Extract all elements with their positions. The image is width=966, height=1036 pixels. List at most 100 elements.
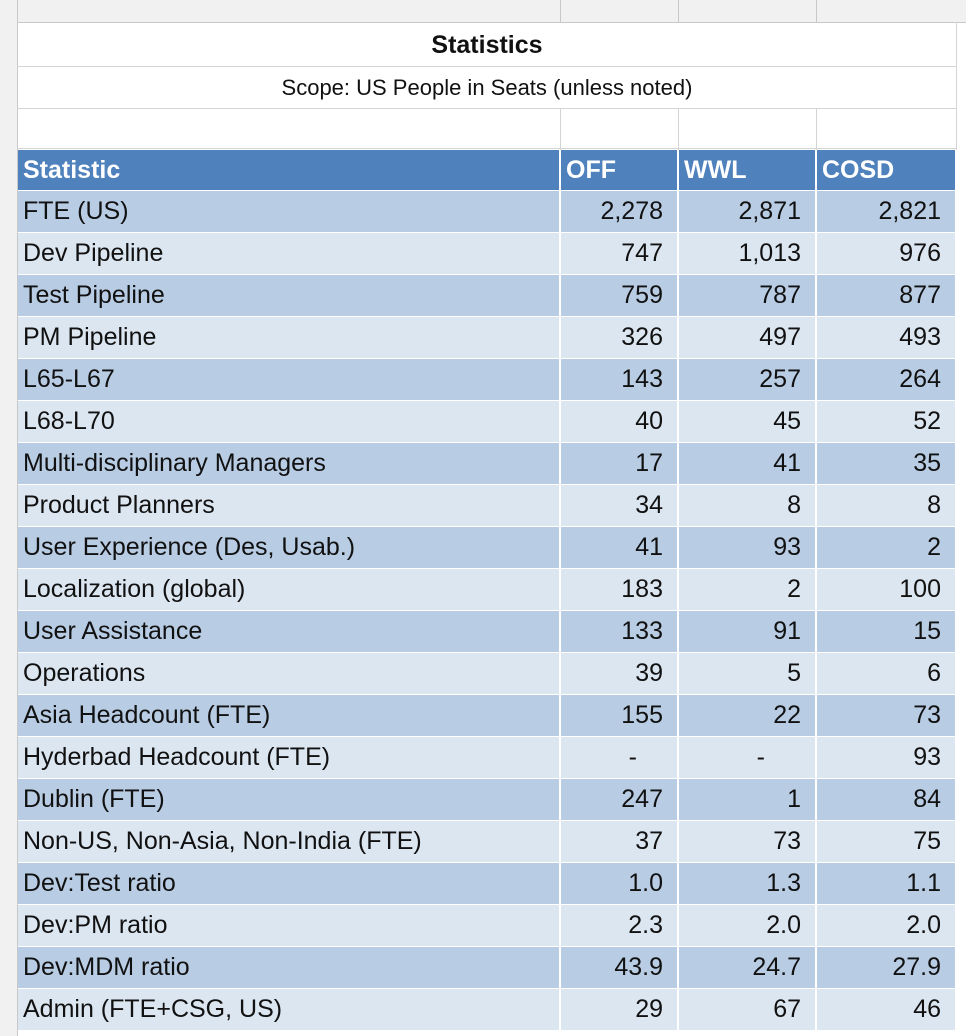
cell-wwl[interactable]: 497 (678, 316, 817, 359)
cell-cosd[interactable]: 2.0 (816, 904, 957, 947)
cell-wwl[interactable]: 2,871 (678, 190, 817, 233)
cell-statistic[interactable]: FTE (US) (18, 190, 561, 233)
cell-cosd[interactable]: 6 (816, 652, 957, 695)
cell-statistic[interactable]: Multi-disciplinary Managers (18, 442, 561, 485)
cell-cosd[interactable]: 877 (816, 274, 957, 317)
cell-off[interactable]: 247 (560, 778, 679, 821)
cell-off[interactable]: 155 (560, 694, 679, 737)
cell-off[interactable]: 143 (560, 358, 679, 401)
cell-statistic[interactable]: Dublin (FTE) (18, 778, 561, 821)
cell-wwl[interactable]: 1 (678, 778, 817, 821)
table-row: L65-L67 143 257 264 (18, 358, 957, 401)
cell-statistic[interactable]: Dev:PM ratio (18, 904, 561, 947)
cell-cosd[interactable]: 93 (816, 736, 957, 779)
cell-wwl[interactable]: 91 (678, 610, 817, 653)
cell-off[interactable]: 2,278 (560, 190, 679, 233)
table-row: Dev:Test ratio 1.0 1.3 1.1 (18, 862, 957, 905)
cell-off[interactable]: 17 (560, 442, 679, 485)
cell-statistic[interactable]: Localization (global) (18, 568, 561, 611)
cell-wwl[interactable]: 73 (678, 820, 817, 863)
cell-wwl[interactable]: 45 (678, 400, 817, 443)
table-row: Hyderbad Headcount (FTE) - - 93 (18, 736, 957, 779)
header-statistic[interactable]: Statistic (18, 150, 561, 191)
cell-wwl[interactable]: 2 (678, 568, 817, 611)
cell-wwl[interactable]: 24.7 (678, 946, 817, 989)
cell-wwl[interactable]: 67 (678, 988, 817, 1031)
cell-off[interactable]: 37 (560, 820, 679, 863)
cell-wwl[interactable]: - (678, 736, 817, 779)
cell-off[interactable]: 39 (560, 652, 679, 695)
cell-cosd[interactable]: 493 (816, 316, 957, 359)
table-row: Localization (global) 183 2 100 (18, 568, 957, 611)
cell-statistic[interactable]: L68-L70 (18, 400, 561, 443)
cell-off[interactable]: 1.0 (560, 862, 679, 905)
cell-statistic[interactable]: Dev:MDM ratio (18, 946, 561, 989)
cell-cosd[interactable]: 27.9 (816, 946, 957, 989)
cell-off[interactable]: 41 (560, 526, 679, 569)
cell-statistic[interactable]: Test Pipeline (18, 274, 561, 317)
cell-off[interactable]: 43.9 (560, 946, 679, 989)
column-divider (816, 0, 817, 22)
gridline (560, 108, 561, 150)
cell-cosd[interactable]: 52 (816, 400, 957, 443)
cell-statistic[interactable]: Dev Pipeline (18, 232, 561, 275)
cell-wwl[interactable]: 41 (678, 442, 817, 485)
cell-wwl[interactable]: 1,013 (678, 232, 817, 275)
row-header-bar (0, 0, 18, 1036)
cell-off[interactable]: - (560, 736, 679, 779)
cell-cosd[interactable]: 73 (816, 694, 957, 737)
column-divider (678, 0, 679, 22)
cell-off[interactable]: 326 (560, 316, 679, 359)
cell-off[interactable]: 183 (560, 568, 679, 611)
cell-statistic[interactable]: Non-US, Non-Asia, Non-India (FTE) (18, 820, 561, 863)
cell-statistic[interactable]: User Experience (Des, Usab.) (18, 526, 561, 569)
cell-wwl[interactable]: 22 (678, 694, 817, 737)
cell-cosd[interactable]: 2,821 (816, 190, 957, 233)
table-row: Dev Pipeline 747 1,013 976 (18, 232, 957, 275)
cell-cosd[interactable]: 84 (816, 778, 957, 821)
cell-off[interactable]: 759 (560, 274, 679, 317)
cell-cosd[interactable]: 8 (816, 484, 957, 527)
cell-cosd[interactable]: 100 (816, 568, 957, 611)
cell-off[interactable]: 133 (560, 610, 679, 653)
cell-cosd[interactable]: 15 (816, 610, 957, 653)
table-row: PM Pipeline 326 497 493 (18, 316, 957, 359)
table-row: User Assistance 133 91 15 (18, 610, 957, 653)
cell-statistic[interactable]: Asia Headcount (FTE) (18, 694, 561, 737)
cell-off[interactable]: 29 (560, 988, 679, 1031)
cell-statistic[interactable]: PM Pipeline (18, 316, 561, 359)
cell-wwl[interactable]: 5 (678, 652, 817, 695)
cell-cosd[interactable]: 75 (816, 820, 957, 863)
cell-statistic[interactable]: Hyderbad Headcount (FTE) (18, 736, 561, 779)
cell-statistic[interactable]: Admin (FTE+CSG, US) (18, 988, 561, 1031)
header-off[interactable]: OFF (560, 150, 679, 191)
cell-cosd[interactable]: 264 (816, 358, 957, 401)
cell-statistic[interactable]: Operations (18, 652, 561, 695)
cell-wwl[interactable]: 1.3 (678, 862, 817, 905)
cell-cosd[interactable]: 2 (816, 526, 957, 569)
cell-statistic[interactable]: User Assistance (18, 610, 561, 653)
cell-off[interactable]: 40 (560, 400, 679, 443)
cell-wwl[interactable]: 93 (678, 526, 817, 569)
header-wwl[interactable]: WWL (678, 150, 817, 191)
cell-cosd[interactable]: 46 (816, 988, 957, 1031)
cell-wwl[interactable]: 2.0 (678, 904, 817, 947)
gridline (956, 22, 957, 150)
header-cosd[interactable]: COSD (816, 150, 957, 191)
cell-cosd[interactable]: 1.1 (816, 862, 957, 905)
gridline (17, 148, 957, 149)
cell-statistic[interactable]: Product Planners (18, 484, 561, 527)
cell-cosd[interactable]: 35 (816, 442, 957, 485)
cell-cosd[interactable]: 976 (816, 232, 957, 275)
cell-off[interactable]: 747 (560, 232, 679, 275)
cell-statistic[interactable]: L65-L67 (18, 358, 561, 401)
cell-off[interactable]: 2.3 (560, 904, 679, 947)
cell-off[interactable]: 34 (560, 484, 679, 527)
cell-statistic[interactable]: Dev:Test ratio (18, 862, 561, 905)
cell-wwl[interactable]: 8 (678, 484, 817, 527)
table-row: Test Pipeline 759 787 877 (18, 274, 957, 317)
cell-wwl[interactable]: 257 (678, 358, 817, 401)
table-row: Dublin (FTE) 247 1 84 (18, 778, 957, 821)
cell-wwl[interactable]: 787 (678, 274, 817, 317)
